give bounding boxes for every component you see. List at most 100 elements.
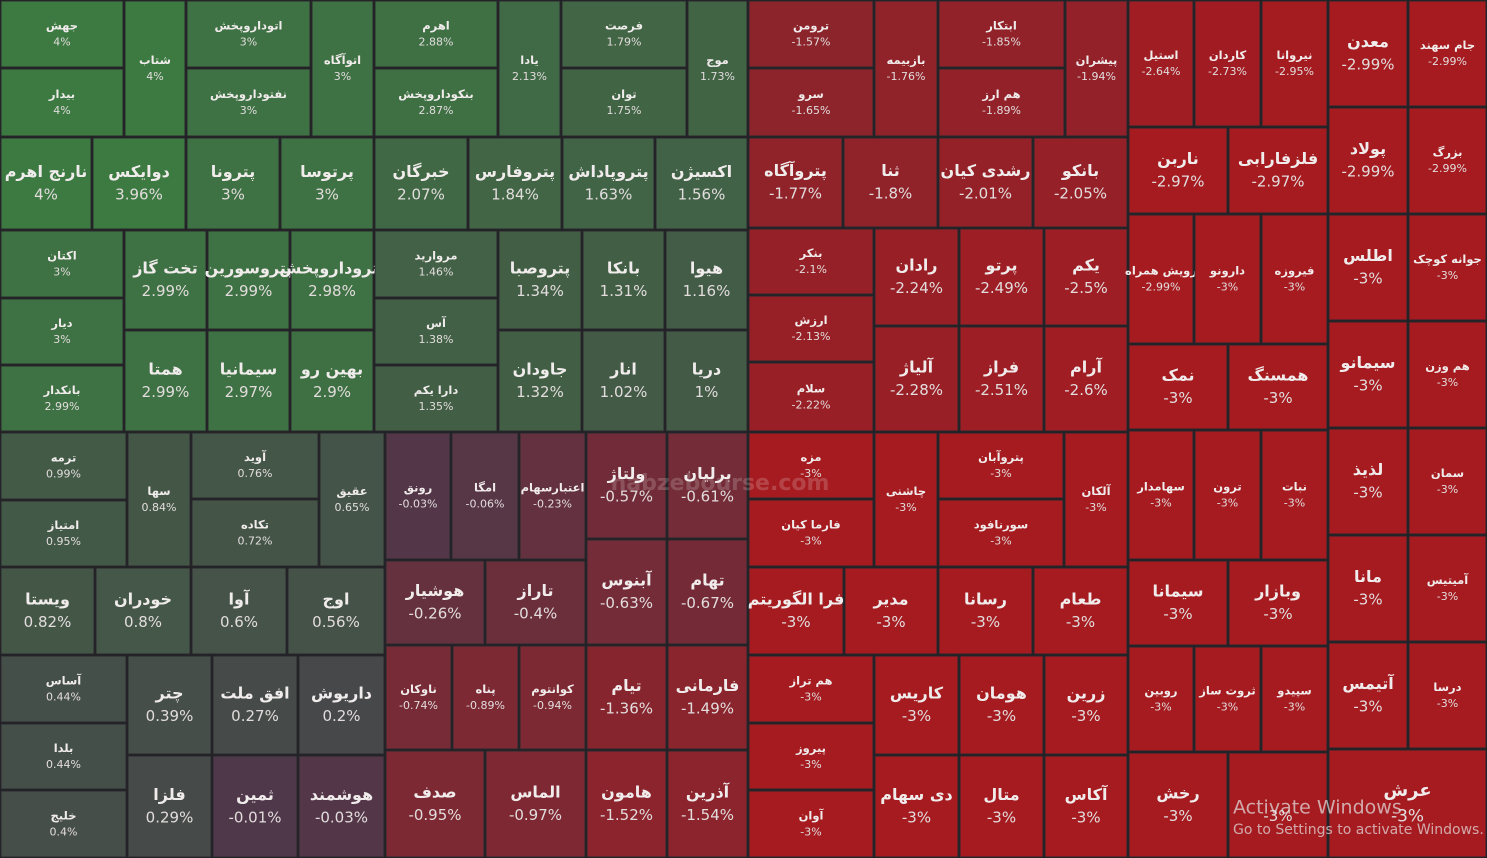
tile-name: آوید xyxy=(244,450,267,465)
tile-name: رویش همراه xyxy=(1125,263,1197,278)
tile-name: صدف xyxy=(413,782,456,801)
tile-value: -3% xyxy=(800,690,821,703)
tile-value: 1% xyxy=(695,383,719,401)
tile-value: -2.6% xyxy=(1064,381,1108,399)
tile xyxy=(1408,107,1487,214)
tile-value: -1.36% xyxy=(600,699,653,717)
tile-name: پتروپاداش xyxy=(568,162,648,182)
tile xyxy=(498,0,561,137)
tile-value: -3% xyxy=(990,534,1011,547)
tile-name: اکسیژن xyxy=(671,162,732,181)
tile xyxy=(191,567,287,655)
tile xyxy=(874,0,938,137)
tile-value: 2.88% xyxy=(419,35,454,48)
tile-name: یادا xyxy=(520,53,538,67)
tile-name: مانا xyxy=(1354,567,1382,586)
tile xyxy=(124,330,207,432)
tile-value: 1.84% xyxy=(491,185,539,203)
tile xyxy=(0,0,124,68)
tile xyxy=(186,137,280,230)
tile xyxy=(519,432,586,560)
tile-value: -3% xyxy=(876,613,905,631)
tile xyxy=(498,330,582,432)
tile-value: -3% xyxy=(800,467,821,480)
tile xyxy=(562,137,655,230)
tile-value: -2.99% xyxy=(1428,162,1467,175)
tile-name: یکم xyxy=(1072,255,1100,274)
tile-name: بانکا xyxy=(607,258,640,277)
tile-name: دریا xyxy=(692,359,721,378)
tile-value: -3% xyxy=(1353,697,1382,715)
tile xyxy=(0,230,124,298)
tile-value: -3% xyxy=(990,467,1011,480)
tile-value: -3% xyxy=(1217,280,1238,293)
tile-name: اتوداروپخش xyxy=(215,18,283,33)
tile-name: شتاب xyxy=(139,53,171,67)
tile xyxy=(586,432,667,539)
tile-value: -3% xyxy=(1437,590,1458,603)
tile xyxy=(207,230,290,330)
tile-value: 0.4% xyxy=(50,825,78,838)
tile-name: امتیاز xyxy=(47,518,79,532)
tile-name: ثروت ساز xyxy=(1198,683,1255,698)
tile xyxy=(0,723,127,790)
tile xyxy=(844,567,938,655)
tile xyxy=(1228,560,1328,646)
tile-name: سها xyxy=(147,484,170,498)
tile-value: -0.61% xyxy=(681,487,734,505)
tile-value: -3% xyxy=(1353,269,1382,287)
tile-name: پولاد xyxy=(1350,139,1386,159)
tile xyxy=(212,755,298,858)
tile-name: همسنگ xyxy=(1247,365,1308,384)
tile-name: سیمانو xyxy=(1339,353,1395,372)
tile xyxy=(0,68,124,137)
tile-name: هیوا xyxy=(690,258,723,277)
tile-name: رونق xyxy=(404,480,432,495)
tile-name: رشدی کیان xyxy=(941,161,1031,180)
tile-value: -2.99% xyxy=(1142,280,1181,293)
tile-value: -1.89% xyxy=(982,104,1021,117)
tile-value: -0.06% xyxy=(466,497,505,510)
tile-name: جاودان xyxy=(513,359,568,378)
tile xyxy=(1128,752,1228,858)
tile-value: 3% xyxy=(315,185,339,203)
tile-value: -3% xyxy=(1263,807,1292,825)
tile xyxy=(1408,535,1487,642)
tile-value: -3% xyxy=(1437,269,1458,282)
tile-name: نبات xyxy=(1282,479,1307,493)
tile-name: هم وزن xyxy=(1425,359,1470,374)
tile-value: 0.2% xyxy=(322,707,360,725)
tile xyxy=(1261,214,1328,344)
tile-name: جوانه کوچک xyxy=(1413,252,1482,267)
tile-name: بلدا xyxy=(54,741,74,755)
tile-name: سهامدار xyxy=(1136,479,1185,493)
tile xyxy=(748,295,874,362)
tile-name: دارونو xyxy=(1209,263,1245,278)
tile-name: درسا xyxy=(1433,680,1461,694)
tile xyxy=(748,790,874,858)
tile-value: -0.97% xyxy=(509,806,562,824)
tile xyxy=(1128,646,1194,752)
tile xyxy=(1128,430,1194,560)
tile xyxy=(385,750,485,858)
watermark: nabzebourse.com xyxy=(611,471,830,496)
tile xyxy=(374,230,498,298)
tile xyxy=(938,68,1065,137)
tile-value: -1.76% xyxy=(887,70,926,83)
tile-name: توان xyxy=(611,87,636,102)
tile-name: آوان xyxy=(799,808,825,823)
tile-name: تخت گاز xyxy=(132,258,198,277)
tile-name: اهرم xyxy=(422,18,450,32)
tile-name: تیام xyxy=(611,676,641,695)
tile-value: 0.39% xyxy=(146,707,194,725)
tile xyxy=(938,0,1065,68)
tile-name: ثمین xyxy=(236,785,274,804)
tile-name: بیدار xyxy=(48,87,75,101)
tile-value: -1.65% xyxy=(792,104,831,117)
tile xyxy=(186,68,311,137)
tile-name: فارما کیان xyxy=(781,517,840,531)
tile xyxy=(1128,560,1228,646)
tile-name: متال xyxy=(983,785,1019,804)
tile-name: اعتبارسهام xyxy=(521,480,585,494)
tile xyxy=(874,755,959,858)
